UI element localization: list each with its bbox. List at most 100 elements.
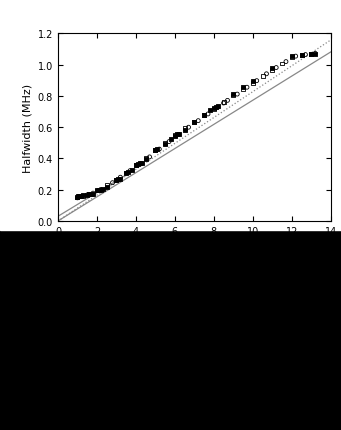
Point (172, 132, 178, 139)
Point (86, 191, 92, 198)
Point (240, 86, 246, 93)
Point (78, 193, 83, 200)
Point (162, 141, 168, 148)
Point (260, 74, 265, 80)
Point (118, 176, 123, 183)
Point (231, 93, 236, 100)
Point (207, 108, 213, 114)
Point (254, 78, 260, 85)
Point (270, 67, 275, 74)
Point (143, 155, 148, 162)
Point (153, 147, 158, 154)
Point (80, 192, 86, 199)
Point (182, 127, 187, 134)
Point (240, 85, 246, 92)
Point (299, 52, 304, 59)
Point (309, 52, 314, 58)
Point (211, 106, 217, 113)
Point (96, 187, 102, 194)
Point (186, 125, 191, 132)
Point (90, 191, 96, 198)
Point (94, 187, 100, 194)
Point (153, 147, 158, 154)
Point (250, 79, 255, 86)
Point (289, 54, 295, 61)
Point (118, 175, 123, 181)
Point (147, 154, 152, 161)
Point (76, 194, 81, 200)
Point (279, 61, 285, 68)
Point (202, 112, 207, 119)
Point (174, 132, 180, 138)
Point (202, 112, 207, 119)
Point (231, 92, 236, 98)
Point (192, 119, 197, 126)
Point (75, 195, 80, 202)
Point (289, 54, 295, 61)
Point (312, 51, 318, 58)
Point (221, 100, 226, 107)
X-axis label: Pressure (mTorr): Pressure (mTorr) (149, 242, 240, 252)
Point (312, 51, 318, 58)
Point (299, 52, 304, 59)
Point (192, 119, 197, 126)
Point (85, 192, 90, 199)
Point (137, 161, 143, 168)
Point (143, 157, 148, 163)
Point (85, 192, 90, 199)
Point (104, 182, 109, 189)
Point (215, 104, 221, 111)
Point (79, 193, 84, 200)
Point (205, 111, 211, 118)
Point (77, 194, 82, 200)
Point (114, 177, 119, 184)
Point (211, 105, 217, 112)
Point (235, 92, 240, 98)
Point (195, 118, 201, 125)
Point (154, 146, 160, 153)
Point (88, 191, 94, 198)
Point (104, 184, 109, 191)
Point (137, 161, 143, 168)
Point (114, 177, 119, 184)
Point (182, 126, 187, 132)
Point (98, 187, 104, 194)
Point (80, 193, 86, 200)
Point (98, 187, 104, 194)
Point (264, 71, 269, 78)
Point (273, 65, 279, 72)
Point (125, 169, 131, 176)
Point (221, 99, 226, 106)
Point (75, 194, 80, 201)
Point (133, 162, 139, 169)
Point (90, 190, 96, 197)
Point (213, 104, 219, 111)
Point (94, 187, 100, 194)
Point (127, 168, 133, 175)
Point (176, 131, 181, 138)
Point (79, 194, 84, 200)
Point (166, 139, 172, 146)
Point (244, 85, 250, 92)
Point (139, 160, 145, 167)
Point (215, 104, 221, 111)
Point (225, 98, 230, 104)
Point (86, 191, 92, 198)
Point (303, 52, 308, 59)
Point (110, 180, 115, 187)
Point (270, 65, 275, 72)
Point (116, 176, 121, 183)
Point (293, 54, 298, 61)
Point (75, 195, 80, 202)
Y-axis label: Halfwidth (MHz): Halfwidth (MHz) (22, 83, 32, 172)
Point (135, 161, 140, 168)
Point (157, 146, 162, 153)
Point (309, 52, 314, 58)
Point (168, 136, 174, 143)
Point (133, 162, 139, 169)
Point (250, 80, 255, 87)
Point (129, 167, 135, 174)
Point (123, 170, 129, 177)
Point (123, 170, 129, 177)
Point (162, 140, 168, 147)
